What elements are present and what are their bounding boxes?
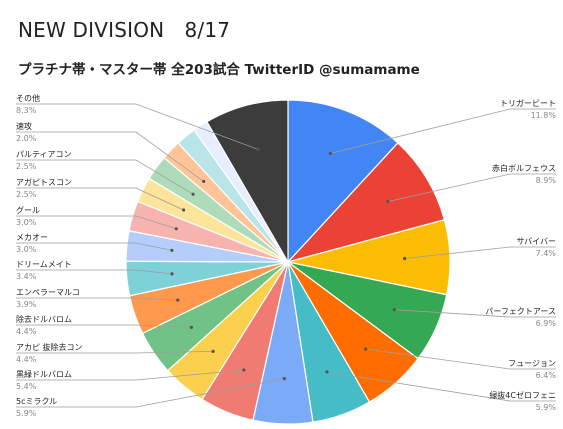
- pie-label-16: パルティアコン 2.5%: [16, 150, 195, 196]
- slice-value: 4.4%: [16, 327, 37, 336]
- leader-line: [326, 371, 556, 402]
- slice-label: 黒緑ドルバロム: [16, 369, 72, 379]
- leader-dot: [191, 192, 195, 196]
- leader-line: [16, 269, 173, 275]
- pie-slice-1: [287, 99, 399, 264]
- pie-label-9: アカピ 抜除去コン 4.4%: [16, 342, 215, 364]
- pie-label-3: サバイバー 7.4%: [403, 237, 557, 261]
- chart-title: NEW DIVISION 8/17: [18, 18, 231, 42]
- slice-value: 2.5%: [16, 190, 37, 199]
- leader-dot: [325, 370, 329, 374]
- slice-label: 緑抜4Cゼロフェニ: [489, 390, 556, 400]
- slice-label: グール: [16, 205, 40, 215]
- leader-line: [16, 242, 172, 251]
- leader-line: [365, 348, 556, 370]
- slice-label: アガピトスコン: [16, 177, 72, 187]
- leader-dot: [182, 208, 186, 212]
- slice-value: 7.4%: [536, 249, 557, 258]
- leader-line: [404, 246, 556, 259]
- slice-label: ドリームメイト: [16, 260, 72, 269]
- slice-value: 11.8%: [531, 111, 557, 120]
- pie-label-13: メカオー 3.0%: [16, 233, 174, 254]
- leader-dot: [328, 151, 333, 155]
- pie-label-10: 除去ドルバロム 4.4%: [16, 314, 193, 336]
- leader-dot: [174, 227, 178, 231]
- slice-label: トリガービート: [500, 98, 556, 108]
- leader-dot: [242, 368, 246, 372]
- pie-label-12: ドリームメイト 3.4%: [16, 260, 174, 281]
- pie-slice-2: [286, 142, 446, 264]
- slice-value: 6.9%: [536, 319, 557, 328]
- pie-label-11: エンペラーマルコ 3.9%: [16, 288, 180, 309]
- slice-label: 速攻: [16, 121, 32, 131]
- leader-line: [16, 369, 244, 381]
- leader-line: [16, 324, 192, 328]
- slice-label: フュージョン: [508, 359, 556, 368]
- slice-value: 2.0%: [16, 134, 37, 143]
- slice-label: その他: [16, 93, 40, 103]
- pie-label-15: アガピトスコン 2.5%: [16, 177, 186, 212]
- slice-value: 3.9%: [16, 300, 37, 309]
- leader-line: [16, 131, 204, 182]
- slice-value: 3.0%: [16, 245, 37, 254]
- slice-value: 8.9%: [536, 176, 557, 185]
- leader-line: [394, 309, 556, 318]
- slice-value: 5.4%: [16, 382, 37, 391]
- slice-label: 除去ドルバロム: [16, 314, 72, 324]
- pie-label-6: 緑抜4Cゼロフェニ 5.9%: [325, 370, 556, 412]
- slice-value: 5.9%: [536, 403, 557, 412]
- leader-line: [16, 297, 178, 301]
- leader-dot: [170, 248, 174, 252]
- leader-dot: [282, 377, 286, 381]
- slice-value: 3.0%: [16, 218, 37, 227]
- leader-dot: [176, 298, 180, 302]
- slice-value: 6.4%: [536, 371, 557, 380]
- leader-line: [16, 103, 258, 150]
- leader-dot: [256, 147, 260, 151]
- leader-line: [16, 378, 285, 408]
- slice-label: アカピ 抜除去コン: [16, 342, 83, 352]
- pie-label-4: パーフェクトアース 6.9%: [392, 307, 557, 328]
- pie-label-8: 黒緑ドルバロム 5.4%: [16, 368, 246, 391]
- slice-value: 5.9%: [16, 409, 37, 418]
- slice-label: パルティアコン: [16, 150, 72, 159]
- leader-line: [16, 351, 214, 354]
- slice-label: エンペラーマルコ: [16, 288, 80, 297]
- slice-label: パーフェクトアース: [485, 307, 556, 316]
- leader-dot: [189, 325, 193, 329]
- pie-label-20: その他 8.3%: [16, 93, 260, 151]
- slice-value: 8.3%: [16, 106, 37, 115]
- pie-label-1: トリガービート 11.8%: [328, 98, 557, 155]
- chart-subtitle: プラチナ帯・マスター帯 全203試合 TwitterID @sumamame: [18, 62, 420, 78]
- pie-label-14: グール 3.0%: [16, 205, 178, 231]
- leader-dot: [392, 308, 396, 312]
- slice-label: 赤白ボルフェウス: [492, 163, 556, 173]
- leader-dot: [364, 347, 368, 351]
- leader-dot: [403, 256, 407, 261]
- slice-label: サバイバー: [516, 237, 556, 246]
- leader-dot: [386, 200, 390, 204]
- pie-slice-20: [206, 99, 289, 265]
- leader-dot: [202, 179, 206, 183]
- leader-line: [16, 187, 184, 211]
- pie-label-2: 赤白ボルフェウス 8.9%: [386, 163, 557, 204]
- leader-line: [16, 215, 177, 230]
- slice-value: 3.4%: [16, 272, 37, 281]
- leader-line: [387, 173, 556, 202]
- leader-dot: [170, 272, 174, 276]
- slice-value: 2.5%: [16, 162, 37, 171]
- pie-label-17: 速攻 2.0%: [16, 121, 206, 183]
- slice-label: 5cミラクル: [16, 397, 57, 406]
- pie-label-7: 5cミラクル 5.9%: [16, 377, 286, 418]
- slice-value: 4.4%: [16, 355, 37, 364]
- leader-line: [330, 108, 556, 154]
- pie-label-5: フュージョン 6.4%: [364, 347, 556, 380]
- slice-label: メカオー: [16, 233, 48, 242]
- leader-dot: [211, 349, 215, 353]
- leader-line: [16, 159, 194, 195]
